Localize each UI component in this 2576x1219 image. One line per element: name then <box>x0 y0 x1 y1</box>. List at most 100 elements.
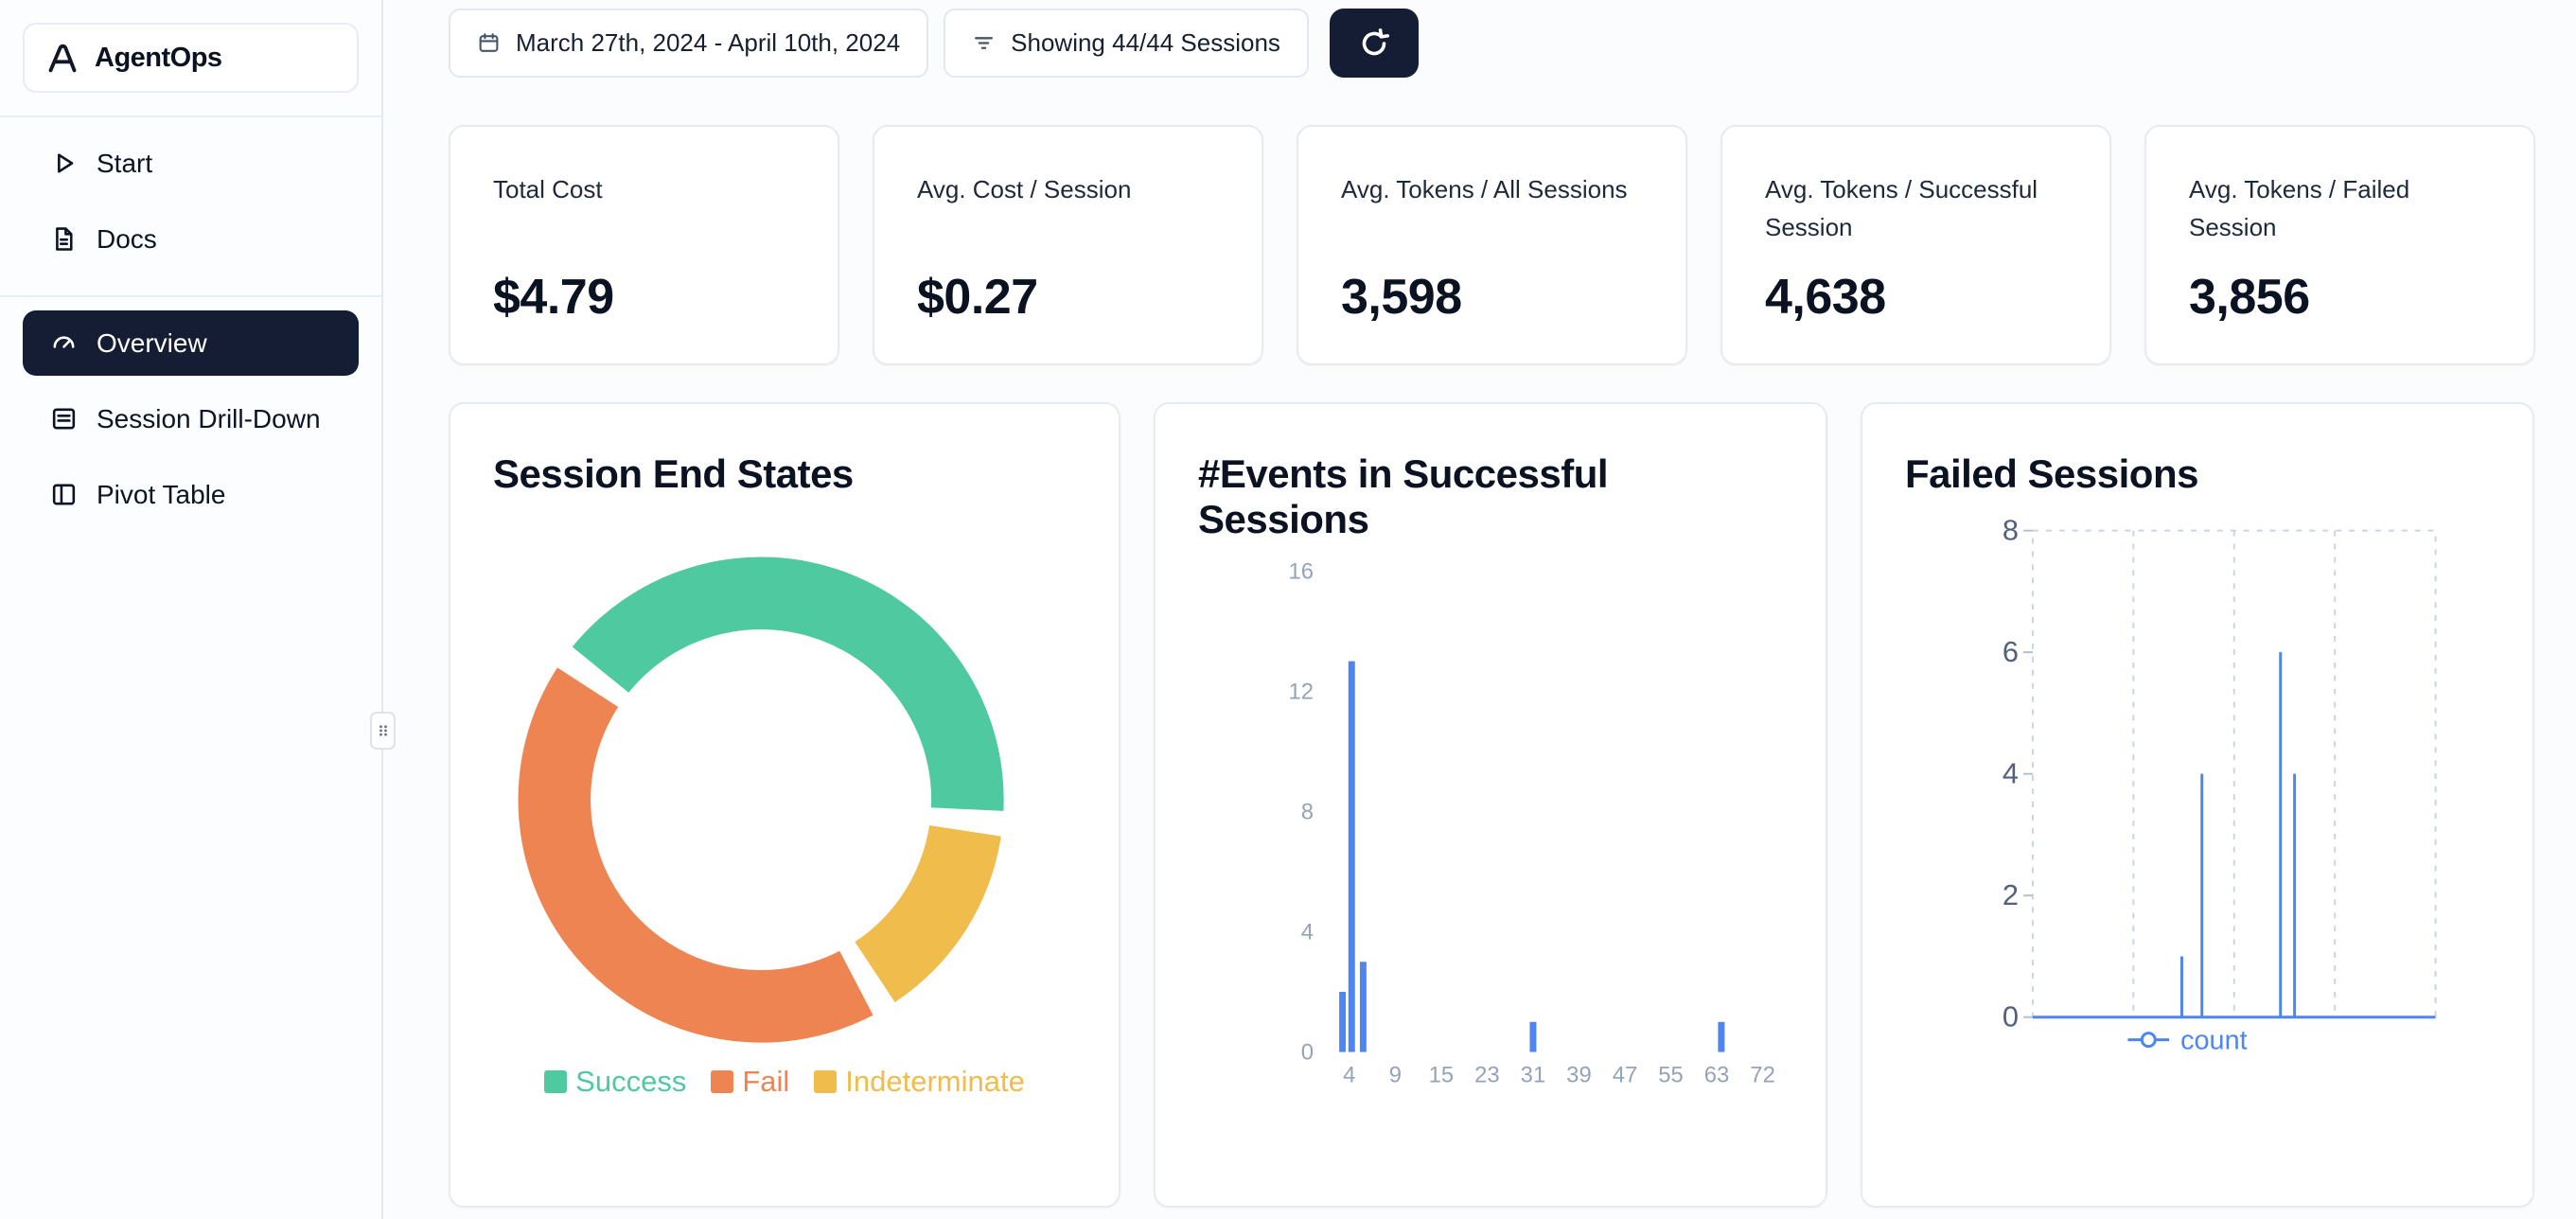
stat-value: $0.27 <box>917 270 1038 325</box>
count-series-line <box>2032 652 2436 1019</box>
sidebar-section-links: Start Docs <box>0 117 381 295</box>
legend-label[interactable]: count <box>2180 1026 2248 1056</box>
sidebar-item-label: Overview <box>97 327 207 358</box>
stat-value: 3,856 <box>2189 270 2310 325</box>
stat-card-avg-cost-session: Avg. Cost / Session $0.27 <box>873 125 1263 365</box>
legend-dot-marker <box>2140 1032 2157 1049</box>
stat-card-avg-tokens-all: Avg. Tokens / All Sessions 3,598 <box>1297 125 1687 365</box>
donut-segment-success[interactable] <box>572 556 1004 811</box>
stat-card-avg-tokens-successful: Avg. Tokens / Successful Session 4,638 <box>1720 125 2111 365</box>
agentops-logo[interactable]: AgentOps <box>23 23 359 93</box>
play-icon <box>49 149 79 178</box>
bar <box>1718 1021 1725 1052</box>
bar <box>1359 962 1367 1052</box>
failed-sessions-line-chart: 0 2 4 6 8 count <box>2003 514 2437 1056</box>
table-icon <box>49 480 79 509</box>
sidebar-section-views: Overview Session Drill-Down Pivot Table <box>0 297 381 551</box>
stat-card-total-cost: Total Cost $4.79 <box>449 125 839 365</box>
x-axis-tick: 4 <box>1343 1062 1355 1087</box>
chart-title: Failed Sessions <box>1905 451 2198 496</box>
donut-legend-item-indeterminate[interactable]: Indeterminate <box>814 1065 1025 1099</box>
refresh-icon <box>1362 27 1389 55</box>
stat-label: Total Cost <box>493 175 603 203</box>
grip-dots-icon <box>379 725 387 736</box>
sidebar-item-label: Pivot Table <box>97 479 226 509</box>
x-axis-tick: 9 <box>1389 1062 1402 1087</box>
x-axis-tick: 47 <box>1613 1062 1638 1087</box>
chart-title: Session End States <box>493 451 854 496</box>
sidebar-item-start[interactable]: Start <box>23 131 359 196</box>
events-bar-chart: 0 4 8 12 16 4 9 15 23 31 39 47 55 63 72 <box>1289 558 1775 1087</box>
sidebar-item-pivot-table[interactable]: Pivot Table <box>23 462 359 527</box>
sidebar-item-label: Docs <box>97 223 157 254</box>
stat-label: Avg. Tokens / All Sessions <box>1341 175 1628 203</box>
failed-sessions-card: Failed Sessions 0 2 4 6 8 count <box>1861 402 2534 1208</box>
date-range-label: March 27th, 2024 - April 10th, 2024 <box>516 28 901 57</box>
sidebar-item-label: Session Drill-Down <box>97 403 321 433</box>
sidebar-resize-handle[interactable] <box>370 712 396 750</box>
x-axis-tick: 15 <box>1429 1062 1455 1087</box>
sidebar-divider <box>0 295 381 297</box>
y-axis-tick: 2 <box>2003 878 2019 911</box>
sessions-filter-label: Showing 44/44 Sessions <box>1011 28 1280 57</box>
toolbar: March 27th, 2024 - April 10th, 2024 Show… <box>449 9 1419 78</box>
y-axis-tick: 0 <box>1301 1039 1314 1065</box>
y-axis-tick: 6 <box>2003 635 2019 668</box>
legend-swatch <box>814 1070 838 1093</box>
y-axis-tick: 4 <box>1301 919 1314 945</box>
events-histogram-card: #Events in Successful Sessions 0 4 8 12 16 4 9… <box>1154 402 1827 1208</box>
donut-legend-item-fail[interactable]: Fail <box>711 1065 789 1099</box>
y-axis-tick: 0 <box>2003 1000 2019 1034</box>
sidebar-item-session-drilldown[interactable]: Session Drill-Down <box>23 386 359 451</box>
sidebar: AgentOps Start Docs <box>0 0 383 1219</box>
donut-segment-fail[interactable] <box>518 667 873 1043</box>
legend-label: Indeterminate <box>845 1065 1025 1098</box>
bar <box>1339 992 1347 1052</box>
sidebar-item-overview[interactable]: Overview <box>23 310 359 376</box>
x-axis-tick: 72 <box>1750 1062 1775 1087</box>
stat-label: Avg. Cost / Session <box>917 175 1132 203</box>
session-end-states-card: Session End States Success Fail Indetermin… <box>449 402 1120 1208</box>
legend-label: Fail <box>742 1065 790 1098</box>
x-axis-tick: 55 <box>1658 1062 1684 1087</box>
refresh-button[interactable] <box>1329 9 1419 78</box>
date-range-button[interactable]: March 27th, 2024 - April 10th, 2024 <box>449 9 929 78</box>
gauge-icon <box>49 328 79 358</box>
legend-swatch <box>544 1070 568 1093</box>
x-axis-tick: 31 <box>1521 1062 1546 1087</box>
stat-value: 3,598 <box>1341 270 1462 325</box>
y-axis-tick: 8 <box>1301 799 1314 824</box>
y-axis-tick: 4 <box>2003 757 2019 790</box>
sidebar-divider <box>0 115 381 117</box>
donut-segment-indeterminate[interactable] <box>855 825 1001 1003</box>
donut-legend: Success Fail Indeterminate <box>450 1065 1119 1099</box>
stat-label: Avg. Tokens / Failed Session <box>2189 175 2410 241</box>
filter-icon <box>972 31 996 55</box>
calendar-icon <box>477 31 501 55</box>
sidebar-item-label: Start <box>97 148 153 178</box>
x-axis-tick: 39 <box>1566 1062 1592 1087</box>
agentops-logo-icon <box>44 39 81 77</box>
app-title: AgentOps <box>95 42 222 73</box>
list-icon <box>49 404 79 433</box>
donut-legend-item-success[interactable]: Success <box>544 1065 686 1099</box>
bar <box>1529 1021 1537 1052</box>
stat-value: $4.79 <box>493 270 614 325</box>
legend-swatch <box>711 1070 734 1093</box>
y-axis-tick: 8 <box>2003 514 2019 547</box>
x-axis-tick: 23 <box>1474 1062 1500 1087</box>
docs-icon <box>49 224 79 254</box>
session-end-states-donut-chart <box>518 556 1004 1043</box>
sidebar-item-docs[interactable]: Docs <box>23 206 359 272</box>
stat-value: 4,638 <box>1765 270 1886 325</box>
sessions-filter-button[interactable]: Showing 44/44 Sessions <box>944 9 1309 78</box>
legend-label: Success <box>575 1065 687 1098</box>
bar <box>1348 661 1355 1052</box>
x-axis-tick: 63 <box>1704 1062 1730 1087</box>
stat-card-avg-tokens-failed: Avg. Tokens / Failed Session 3,856 <box>2144 125 2535 365</box>
chart-title: #Events in Successful Sessions <box>1198 451 1609 541</box>
charts-row: Session End States Success Fail Indetermin… <box>449 402 2534 1208</box>
y-axis-tick: 12 <box>1289 679 1314 704</box>
stat-label: Avg. Tokens / Successful Session <box>1765 175 2038 241</box>
stats-row: Total Cost $4.79 Avg. Cost / Session $0.… <box>449 125 2535 365</box>
